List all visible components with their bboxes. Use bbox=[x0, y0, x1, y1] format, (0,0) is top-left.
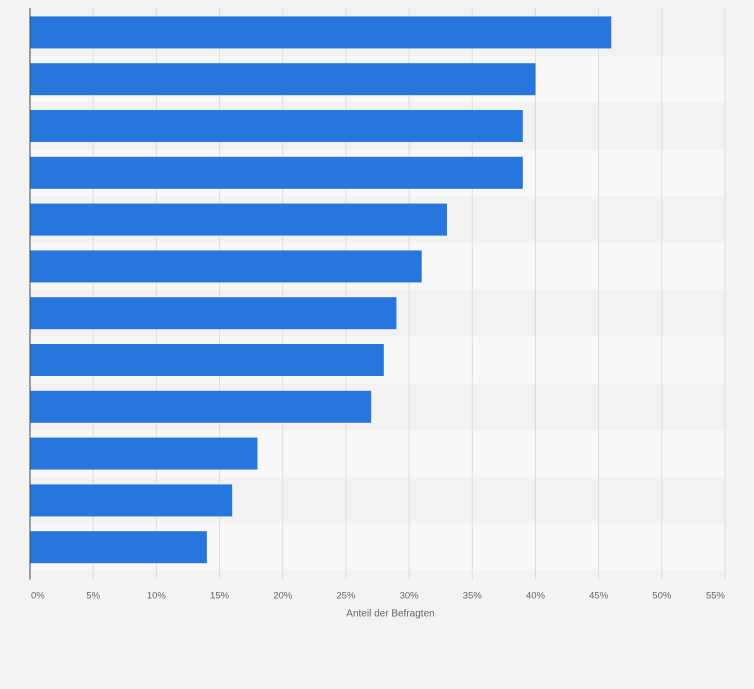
x-tick-label: 55% bbox=[706, 591, 726, 602]
x-tick-label: 10% bbox=[147, 591, 167, 602]
x-tick-label: 0% bbox=[31, 591, 45, 602]
x-tick-label: 50% bbox=[652, 591, 672, 602]
x-tick-labels: 0% 5% 10% 15% 20% 25% 30% 35% 40% 45% 50% 55% bbox=[31, 591, 726, 602]
bar[interactable] bbox=[30, 484, 233, 517]
bar[interactable] bbox=[30, 156, 523, 189]
x-tick-label: 35% bbox=[463, 591, 483, 602]
gridlines bbox=[92, 8, 726, 580]
bar[interactable] bbox=[30, 250, 422, 283]
bar[interactable] bbox=[30, 16, 612, 49]
x-tick-label: 40% bbox=[526, 591, 546, 602]
bar[interactable] bbox=[30, 63, 536, 96]
x-tick-label: 30% bbox=[400, 591, 420, 602]
x-tick-label: 45% bbox=[589, 591, 609, 602]
bar[interactable] bbox=[30, 344, 384, 376]
bar[interactable] bbox=[30, 531, 207, 564]
x-tick-label: 20% bbox=[273, 591, 293, 602]
bar[interactable] bbox=[30, 203, 447, 236]
x-tick-label: 5% bbox=[86, 591, 100, 602]
bar[interactable] bbox=[30, 390, 372, 423]
bar[interactable] bbox=[30, 297, 397, 330]
x-tick-label: 25% bbox=[336, 591, 356, 602]
x-tick-label: 15% bbox=[210, 591, 230, 602]
bar[interactable] bbox=[30, 437, 258, 470]
bars bbox=[30, 16, 612, 564]
x-axis-title: Anteil der Befragten bbox=[346, 609, 434, 620]
bar[interactable] bbox=[30, 110, 523, 142]
